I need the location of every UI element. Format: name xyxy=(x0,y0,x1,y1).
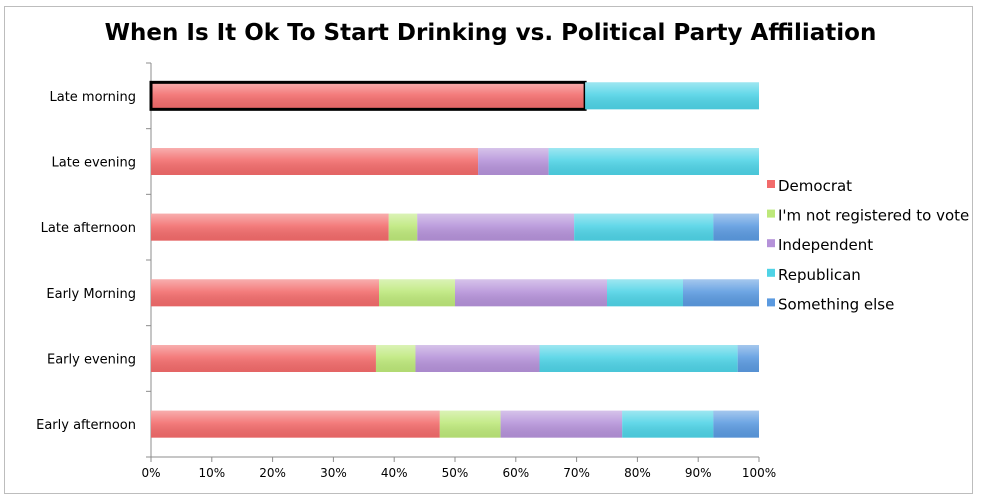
axes xyxy=(146,62,760,462)
bar-segment-shine xyxy=(539,345,738,372)
x-tick-label: 80% xyxy=(624,466,651,480)
x-tick-labels: 0% 10% 20% 30% 40% 50% 60% 70% 80% 90% 100% xyxy=(141,466,776,480)
bar-segment-shine xyxy=(713,213,759,241)
legend-label: I'm not registered to vote xyxy=(778,207,969,225)
bar-segment-shine xyxy=(151,148,479,175)
bar-segment-shine xyxy=(388,213,418,241)
bar-segment-shine xyxy=(607,279,683,307)
bar-segment-shine xyxy=(375,345,416,372)
bar-segment-shine xyxy=(548,148,759,175)
bar-segment-shine xyxy=(417,213,575,241)
x-tick-label: 20% xyxy=(259,466,286,480)
bar-segment-shine xyxy=(737,345,759,372)
bar-segment-shine xyxy=(151,279,379,307)
bar-segment-shine xyxy=(151,213,389,241)
x-tick-label: 100% xyxy=(742,466,776,480)
x-tick-label: 50% xyxy=(442,466,469,480)
legend-label: Something else xyxy=(778,295,894,313)
legend: Democrat I'm not registered to vote Indepe… xyxy=(767,177,969,313)
legend-swatch xyxy=(767,268,775,277)
bar-segment-shine xyxy=(683,279,759,307)
category-label: Early evening xyxy=(47,353,136,368)
x-tick-label: 40% xyxy=(381,466,408,480)
legend-swatch xyxy=(767,298,775,307)
category-label: Late afternoon xyxy=(41,221,136,236)
legend-label: Democrat xyxy=(778,177,852,195)
x-tick-label: 10% xyxy=(198,466,225,480)
legend-label: Republican xyxy=(778,266,861,284)
bar-segment-shine xyxy=(585,82,759,110)
legend-swatch xyxy=(767,180,775,188)
bar-segment-shine xyxy=(439,410,501,438)
category-label: Late evening xyxy=(52,156,136,171)
bar-segment-shine xyxy=(713,410,759,438)
category-labels: Late morning Late evening Late afternoon Ea… xyxy=(36,90,136,433)
x-tick-label: 0% xyxy=(141,466,160,480)
bar-segment-shine xyxy=(151,345,376,372)
chart-title: When Is It Ok To Start Drinking vs. Poli… xyxy=(104,20,877,46)
category-label: Early Morning xyxy=(46,287,136,302)
legend-swatch xyxy=(767,239,775,248)
category-label: Early afternoon xyxy=(36,418,136,433)
category-label: Late morning xyxy=(49,90,136,105)
bar-segment-shine xyxy=(455,279,607,307)
bar-segment-shine xyxy=(574,213,714,241)
legend-swatch xyxy=(767,209,775,218)
bar-segment-shine xyxy=(151,82,586,110)
bar-segment-shine xyxy=(478,148,549,175)
bar-segment-shine xyxy=(151,410,440,438)
x-tick-label: 70% xyxy=(563,466,590,480)
legend-label: Independent xyxy=(778,236,873,254)
bars xyxy=(149,80,759,438)
x-tick-label: 30% xyxy=(320,466,347,480)
bar-segment-shine xyxy=(379,279,455,307)
bar-segment-shine xyxy=(415,345,540,372)
x-tick-label: 90% xyxy=(685,466,712,480)
x-tick-label: 60% xyxy=(502,466,529,480)
bar-segment-shine xyxy=(622,410,714,438)
bar-segment-shine xyxy=(500,410,623,438)
